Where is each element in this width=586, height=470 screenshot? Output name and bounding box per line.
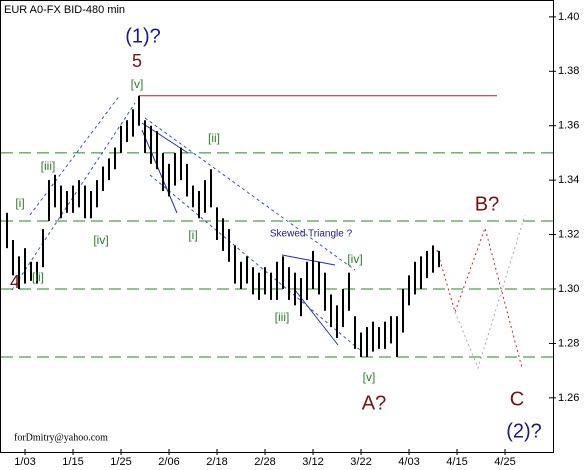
y-tick-label: 1.28 bbox=[558, 337, 579, 349]
y-tick-label: 1.32 bbox=[558, 228, 579, 240]
x-tick-label: 3/22 bbox=[350, 456, 371, 468]
wave-label: A? bbox=[362, 392, 386, 414]
y-tick-label: 1.30 bbox=[558, 283, 579, 295]
wave-label: (2)? bbox=[506, 420, 542, 442]
wave-label: Skewed Triangle ? bbox=[270, 229, 353, 240]
x-tick-label: 4/15 bbox=[446, 456, 467, 468]
triangle-lines bbox=[141, 122, 339, 346]
wave-label: 5 bbox=[132, 51, 142, 71]
wave-label: [ii] bbox=[32, 270, 44, 284]
x-tick-label: 3/12 bbox=[302, 456, 323, 468]
x-tick-label: 2/06 bbox=[158, 456, 179, 468]
footer: forDmitry@yahoo.com bbox=[14, 432, 108, 443]
projection-primary bbox=[436, 226, 523, 369]
wave-label: C bbox=[510, 388, 524, 410]
wave-label: [iv] bbox=[347, 252, 362, 266]
x-tick-label: 1/15 bbox=[62, 456, 83, 468]
x-tick-label: 4/03 bbox=[398, 456, 419, 468]
wave-label: [v] bbox=[131, 77, 144, 91]
chart-title: EUR A0-FX BID-480 min bbox=[4, 4, 125, 16]
y-tick-label: 1.26 bbox=[558, 392, 579, 404]
y-tick-label: 1.36 bbox=[558, 120, 579, 132]
wave-label: [iv] bbox=[93, 233, 108, 247]
x-tick-label: 4/25 bbox=[494, 456, 515, 468]
wave-label: [v] bbox=[363, 370, 376, 384]
y-tick-label: 1.40 bbox=[558, 11, 579, 23]
y-tick-label: 1.38 bbox=[558, 65, 579, 77]
projection-alternate bbox=[454, 214, 526, 370]
x-tick-label: 1/25 bbox=[110, 456, 131, 468]
wave-label: [ii] bbox=[208, 131, 220, 145]
x-tick-label: 2/28 bbox=[254, 456, 275, 468]
wave-label: [i] bbox=[188, 228, 197, 242]
wave-label: [iii] bbox=[275, 310, 290, 324]
wave-label: (1)? bbox=[125, 25, 161, 47]
wave-label: B? bbox=[475, 193, 499, 215]
y-tick-label: 1.34 bbox=[558, 174, 579, 186]
x-tick-label: 1/03 bbox=[14, 456, 35, 468]
wave-label: [i] bbox=[15, 196, 24, 210]
wave-label: 4 bbox=[10, 272, 20, 292]
wave-label: [iii] bbox=[41, 159, 56, 173]
channel-lines bbox=[11, 94, 361, 351]
x-tick-label: 2/18 bbox=[206, 456, 227, 468]
plot-frame bbox=[0, 0, 554, 453]
